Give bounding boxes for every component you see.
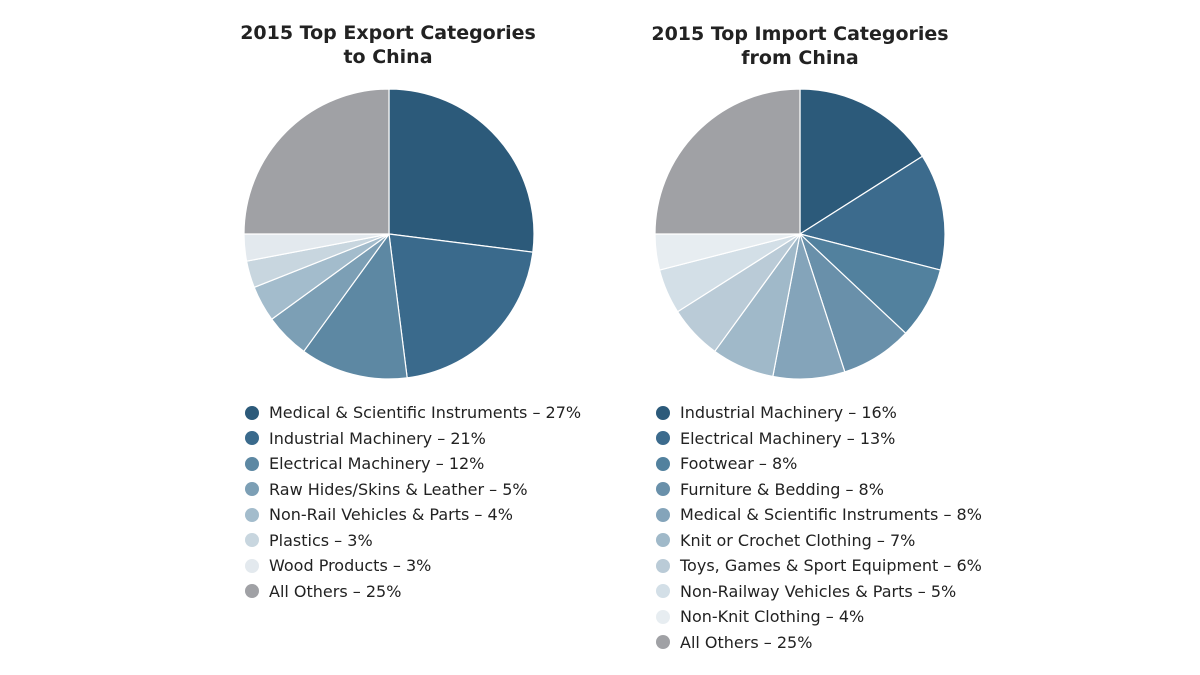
legend-item: Non-Rail Vehicles & Parts – 4% xyxy=(245,502,581,528)
legend-item: Raw Hides/Skins & Leather – 5% xyxy=(245,477,581,503)
legend-swatch xyxy=(656,533,670,548)
export-legend: Medical & Scientific Instruments – 27% In… xyxy=(245,400,581,604)
legend-swatch xyxy=(245,507,259,522)
legend-label: Medical & Scientific Instruments – 8% xyxy=(680,505,982,525)
legend-swatch xyxy=(656,456,670,471)
legend-label: Wood Products – 3% xyxy=(269,556,432,576)
legend-item: Furniture & Bedding – 8% xyxy=(656,477,982,503)
legend-label: Non-Railway Vehicles & Parts – 5% xyxy=(680,581,957,601)
legend-label: Footwear – 8% xyxy=(680,454,798,474)
import-title-line2: from China xyxy=(741,47,859,69)
export-title-line2: to China xyxy=(343,46,433,68)
legend-swatch xyxy=(245,482,259,497)
legend-swatch xyxy=(245,431,259,446)
legend-item: Non-Knit Clothing – 4% xyxy=(656,604,982,630)
legend-swatch xyxy=(245,405,259,420)
legend-swatch xyxy=(656,431,670,446)
legend-swatch xyxy=(656,635,670,650)
legend-item: Industrial Machinery – 16% xyxy=(656,400,982,426)
pie-charts xyxy=(243,88,946,380)
legend-item: Footwear – 8% xyxy=(656,451,982,477)
legend-swatch xyxy=(656,507,670,522)
legend-label: Plastics – 3% xyxy=(269,530,373,550)
legend-label: Electrical Machinery – 13% xyxy=(680,428,896,448)
legend-swatch xyxy=(245,584,259,599)
legend-item: Medical & Scientific Instruments – 27% xyxy=(245,400,581,426)
legend-item: Plastics – 3% xyxy=(245,528,581,554)
export-pie-slice xyxy=(388,233,534,379)
legend-swatch xyxy=(656,558,670,573)
import-pie-slice xyxy=(798,155,946,271)
export-pie-slice xyxy=(302,232,408,380)
legend-swatch xyxy=(245,456,259,471)
legend-label: Non-Knit Clothing – 4% xyxy=(680,607,865,627)
legend-label: Furniture & Bedding – 8% xyxy=(680,479,884,499)
legend-label: Toys, Games & Sport Equipment – 6% xyxy=(680,556,982,576)
export-pie-slice xyxy=(243,88,390,235)
legend-swatch xyxy=(245,533,259,548)
legend-label: Knit or Crochet Clothing – 7% xyxy=(680,530,916,550)
legend-label: Industrial Machinery – 16% xyxy=(680,403,897,423)
legend-item: Electrical Machinery – 13% xyxy=(656,426,982,452)
legend-label: Raw Hides/Skins & Leather – 5% xyxy=(269,479,528,499)
export-pie-slice xyxy=(388,88,535,253)
export-chart-title: 2015 Top Export Categories to China xyxy=(208,21,568,69)
legend-swatch xyxy=(656,609,670,624)
legend-swatch xyxy=(656,405,670,420)
legend-item: All Others – 25% xyxy=(656,630,982,656)
import-pie-slice xyxy=(799,88,924,236)
legend-item: Knit or Crochet Clothing – 7% xyxy=(656,528,982,554)
legend-label: Industrial Machinery – 21% xyxy=(269,428,486,448)
import-pie-slice xyxy=(654,88,801,235)
import-legend: Industrial Machinery – 16% Electrical Mac… xyxy=(656,400,982,655)
import-chart-title: 2015 Top Import Categories from China xyxy=(620,22,980,70)
export-title-line1: 2015 Top Export Categories xyxy=(240,22,536,44)
legend-item: All Others – 25% xyxy=(245,579,581,605)
import-title-line1: 2015 Top Import Categories xyxy=(651,23,949,45)
legend-item: Toys, Games & Sport Equipment – 6% xyxy=(656,553,982,579)
legend-label: Non-Rail Vehicles & Parts – 4% xyxy=(269,505,513,525)
legend-label: All Others – 25% xyxy=(269,581,402,601)
legend-label: Electrical Machinery – 12% xyxy=(269,454,485,474)
legend-item: Electrical Machinery – 12% xyxy=(245,451,581,477)
legend-item: Industrial Machinery – 21% xyxy=(245,426,581,452)
legend-item: Non-Railway Vehicles & Parts – 5% xyxy=(656,579,982,605)
legend-item: Wood Products – 3% xyxy=(245,553,581,579)
legend-label: All Others – 25% xyxy=(680,632,813,652)
legend-swatch xyxy=(245,558,259,573)
legend-label: Medical & Scientific Instruments – 27% xyxy=(269,403,582,423)
legend-swatch xyxy=(656,482,670,497)
legend-swatch xyxy=(656,584,670,599)
legend-item: Medical & Scientific Instruments – 8% xyxy=(656,502,982,528)
